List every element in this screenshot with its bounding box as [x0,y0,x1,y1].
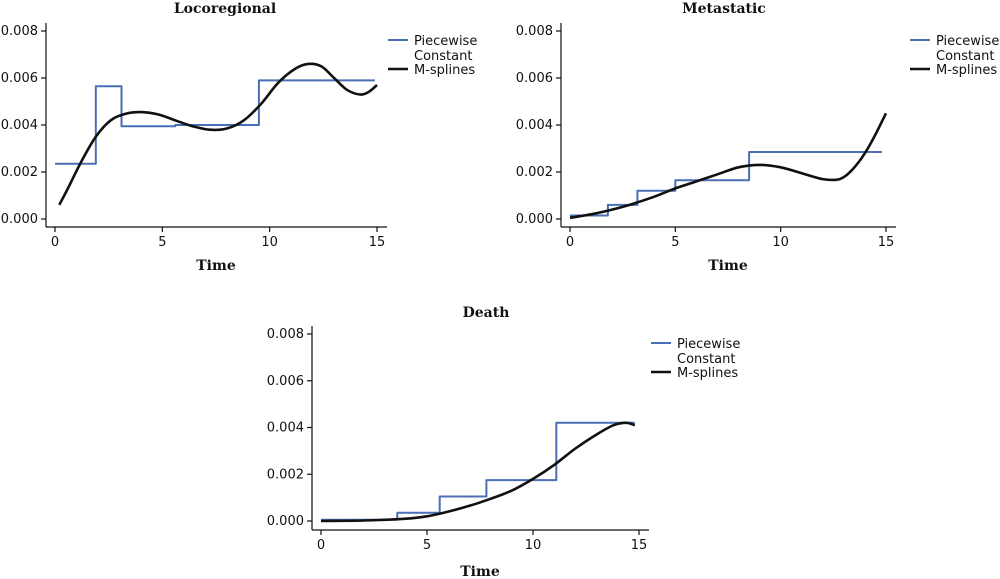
y-tick-label: 0.004 [1,118,38,133]
legend-label: M-splines [677,366,738,381]
y-tick-label: 0.008 [516,24,553,39]
series-line-piecewise-constant [55,79,375,165]
legend-label: M-splines [936,63,997,78]
x-tick-label: 0 [51,235,59,250]
x-tick-label: 15 [631,538,648,553]
chart-panel-metastatic: Metastatic 0.000 0.002 0.004 0.006 0.008 0 5 10 1… [516,1,1000,274]
x-axis-label: Time [196,258,236,274]
x-tick-label: 5 [158,235,166,250]
series-line-m-splines [58,62,378,206]
y-tick-label: 0.006 [1,71,38,86]
y-tick-label: 0.004 [267,421,304,436]
x-tick-label: 0 [566,235,574,250]
chart-panel-death: Death 0.000 0.002 0.004 0.006 0.008 0 5 10 15 Time… [267,305,741,579]
x-tick-label: 10 [525,538,542,553]
y-tick-label: 0.004 [516,118,553,133]
legend-label: Piecewise [677,337,740,352]
y-tick-label: 0.008 [1,24,38,39]
chart-title: Metastatic [682,1,766,17]
y-tick-label: 0.002 [1,165,38,180]
series-line-m-splines [569,112,888,220]
legend-label: Piecewise [414,34,477,49]
legend-label: Constant [936,49,994,64]
x-tick-label: 5 [423,538,431,553]
series-line-piecewise-constant [321,421,635,521]
series-line-piecewise-constant [570,151,882,217]
y-tick-label: 0.008 [267,327,304,342]
chart-panel-locoregional: Locoregional 0.000 0.002 0.004 0.006 0.008 0 5 1… [1,1,478,274]
x-tick-label: 10 [772,235,789,250]
x-axis-label: Time [460,564,500,579]
series-line-m-splines [320,421,636,523]
y-tick-label: 0.002 [516,165,553,180]
x-axis-label: Time [708,258,748,274]
legend-label: Piecewise [936,34,999,49]
chart-title: Locoregional [174,1,276,17]
legend-label: M-splines [414,63,475,78]
y-tick-label: 0.006 [516,71,553,86]
legend-label: Constant [677,352,735,367]
y-tick-label: 0.000 [1,212,38,227]
legend-label: Constant [414,49,472,64]
x-tick-label: 0 [317,538,325,553]
y-tick-label: 0.002 [267,467,304,482]
x-tick-label: 15 [369,235,386,250]
y-tick-label: 0.000 [516,212,553,227]
x-tick-label: 10 [261,235,278,250]
x-tick-label: 15 [878,235,895,250]
y-tick-label: 0.000 [267,514,304,529]
x-tick-label: 5 [671,235,679,250]
chart-title: Death [463,305,510,321]
y-tick-label: 0.006 [267,374,304,389]
